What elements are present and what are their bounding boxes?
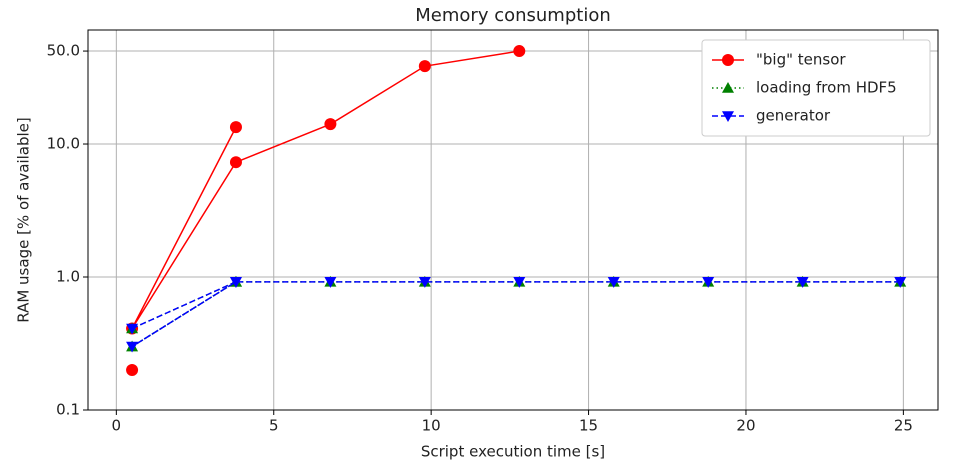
x-tick-label: 0 bbox=[112, 417, 122, 435]
y-tick-label: 1.0 bbox=[56, 268, 80, 286]
data-point bbox=[796, 277, 809, 288]
legend: "big" tensor loading from HDF5 generator bbox=[701, 39, 931, 137]
x-tick-label: 10 bbox=[422, 417, 441, 435]
series-line bbox=[131, 281, 901, 348]
data-point bbox=[513, 45, 526, 58]
data-point bbox=[229, 156, 242, 169]
y-axis-label: RAM usage [% of available] bbox=[15, 117, 33, 322]
data-point bbox=[229, 121, 242, 134]
data-point bbox=[702, 277, 715, 288]
legend-label: "big" tensor bbox=[756, 51, 846, 69]
legend-box bbox=[701, 39, 931, 137]
data-point bbox=[229, 277, 242, 288]
chart-title: Memory consumption bbox=[415, 5, 610, 26]
plot-frame bbox=[87, 29, 939, 411]
series-line bbox=[131, 50, 520, 329]
y-tick-label: 50.0 bbox=[47, 42, 80, 60]
x-axis-label: Script execution time [s] bbox=[421, 443, 605, 461]
x-tick-label: 5 bbox=[269, 417, 279, 435]
data-point bbox=[126, 323, 139, 335]
x-tick-label: 15 bbox=[579, 417, 598, 435]
data-point bbox=[126, 341, 139, 353]
data-point bbox=[418, 60, 431, 73]
y-tick-label: 0.1 bbox=[56, 401, 80, 419]
data-point bbox=[324, 118, 337, 131]
data-point bbox=[418, 277, 431, 288]
legend-label: loading from HDF5 bbox=[756, 79, 897, 97]
data-point bbox=[607, 277, 620, 288]
legend-marker bbox=[722, 111, 734, 122]
legend-label: generator bbox=[756, 107, 831, 125]
data-point bbox=[513, 277, 526, 288]
data-point bbox=[324, 277, 337, 288]
legend-marker bbox=[722, 82, 734, 93]
x-tick-label: 20 bbox=[736, 417, 755, 435]
y-tick-label: 10.0 bbox=[47, 135, 80, 153]
series-line bbox=[131, 281, 901, 348]
data-point bbox=[894, 277, 907, 288]
data-point bbox=[126, 363, 139, 376]
legend-marker bbox=[722, 54, 734, 66]
x-tick-label: 25 bbox=[894, 417, 913, 435]
